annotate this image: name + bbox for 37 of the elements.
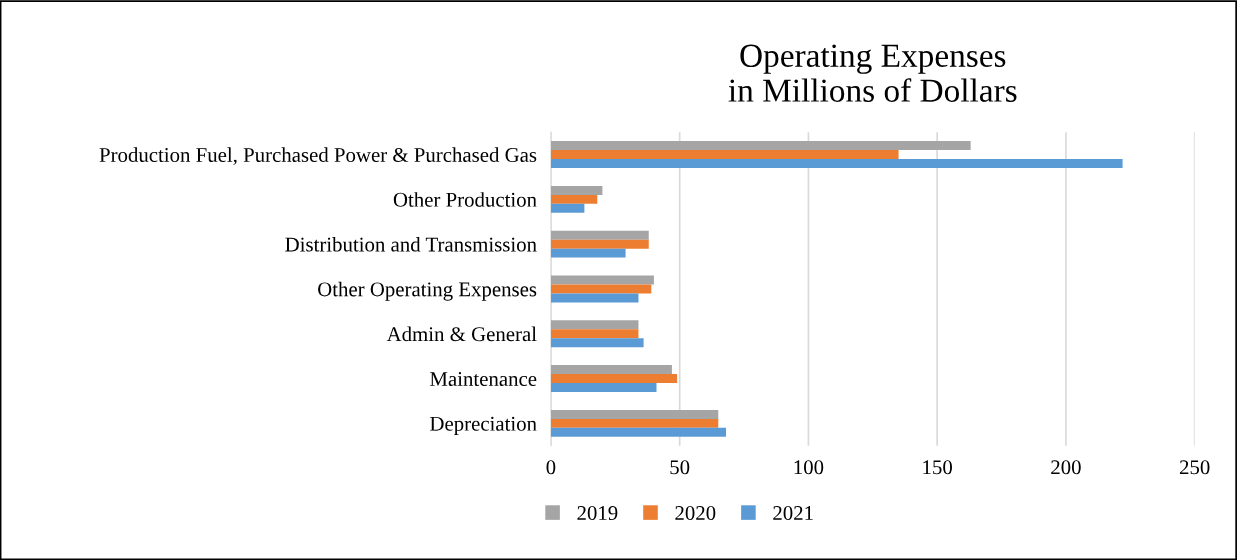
bar: [550, 409, 719, 419]
bar: [550, 418, 719, 428]
legend-label: 2020: [675, 506, 716, 521]
y-tick-label: Other Production: [393, 192, 537, 207]
bar: [550, 293, 639, 303]
bar: [550, 383, 657, 392]
y-tick-label: Other Operating Expenses: [318, 281, 537, 301]
bar: [550, 338, 644, 348]
bar: [550, 141, 971, 151]
x-tick-label: 150: [923, 460, 952, 475]
bar: [550, 365, 672, 375]
bar: [550, 320, 639, 330]
bar: [550, 230, 649, 240]
chart-title: Operating Expenses in Millions of Dollars: [728, 44, 1017, 102]
y-tick-label: Admin & General: [386, 326, 537, 342]
legend-label: 2021: [773, 506, 813, 521]
bar: [550, 185, 603, 195]
bar: [550, 248, 626, 258]
y-tick-label: Production Fuel, Purchased Power & Purchased Gas: [99, 147, 537, 165]
x-tick-label: 250: [1179, 460, 1210, 475]
bar: [550, 329, 639, 339]
x-tick-label: 100: [794, 460, 824, 475]
bar: [550, 194, 598, 204]
bar: [550, 284, 652, 294]
y-tick-label: Distribution and Transmission: [285, 236, 537, 252]
bar: [550, 427, 727, 437]
x-tick-label: 0: [546, 460, 556, 475]
bar: [550, 374, 678, 384]
y-tick-label: Depreciation: [430, 416, 537, 436]
y-tick-label: Maintenance: [430, 371, 537, 386]
bar: [550, 159, 1123, 168]
legend-label: 2019: [577, 506, 618, 521]
x-tick-label: 50: [670, 460, 690, 475]
x-tick-label: 200: [1051, 460, 1081, 475]
bar: [550, 239, 649, 249]
bar: [550, 203, 585, 213]
bar: [550, 150, 899, 160]
